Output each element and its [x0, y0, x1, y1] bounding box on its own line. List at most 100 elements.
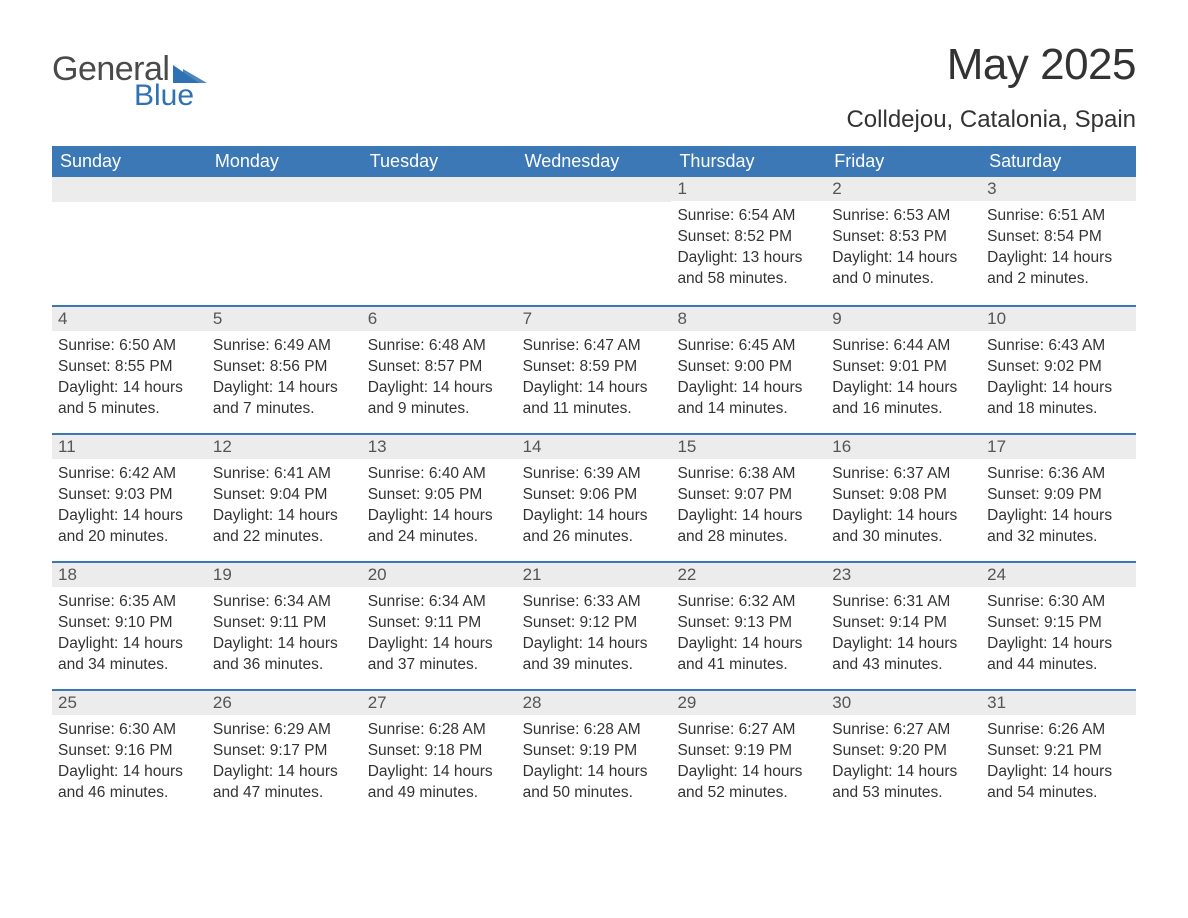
daylight-line: Daylight: 14 hours and 14 minutes.: [677, 378, 820, 420]
day-body: Sunrise: 6:32 AMSunset: 9:13 PMDaylight:…: [671, 587, 826, 682]
day-number: 8: [671, 307, 826, 331]
day-body: Sunrise: 6:36 AMSunset: 9:09 PMDaylight:…: [981, 459, 1136, 554]
day-number: 13: [362, 435, 517, 459]
day-body: Sunrise: 6:43 AMSunset: 9:02 PMDaylight:…: [981, 331, 1136, 426]
sunrise-line: Sunrise: 6:31 AM: [832, 592, 975, 613]
day-number: 31: [981, 691, 1136, 715]
day-cell: 21Sunrise: 6:33 AMSunset: 9:12 PMDayligh…: [517, 563, 672, 689]
day-number: 2: [826, 177, 981, 201]
day-body: Sunrise: 6:54 AMSunset: 8:52 PMDaylight:…: [671, 201, 826, 296]
sunset-line: Sunset: 9:13 PM: [677, 613, 820, 634]
sunrise-line: Sunrise: 6:29 AM: [213, 720, 356, 741]
day-number: 7: [517, 307, 672, 331]
calendar: SundayMondayTuesdayWednesdayThursdayFrid…: [52, 146, 1136, 817]
day-number: 28: [517, 691, 672, 715]
daylight-line: Daylight: 14 hours and 54 minutes.: [987, 762, 1130, 804]
sunset-line: Sunset: 8:53 PM: [832, 227, 975, 248]
day-body: Sunrise: 6:29 AMSunset: 9:17 PMDaylight:…: [207, 715, 362, 810]
day-cell: [207, 177, 362, 305]
day-number: 9: [826, 307, 981, 331]
day-cell: 29Sunrise: 6:27 AMSunset: 9:19 PMDayligh…: [671, 691, 826, 817]
day-cell: 9Sunrise: 6:44 AMSunset: 9:01 PMDaylight…: [826, 307, 981, 433]
day-cell: 30Sunrise: 6:27 AMSunset: 9:20 PMDayligh…: [826, 691, 981, 817]
day-cell: 2 Sunrise: 6:53 AMSunset: 8:53 PMDaylight…: [826, 177, 981, 305]
daylight-line: Daylight: 14 hours and 32 minutes.: [987, 506, 1130, 548]
daylight-line: Daylight: 14 hours and 50 minutes.: [523, 762, 666, 804]
sunset-line: Sunset: 9:07 PM: [677, 485, 820, 506]
daylight-line: Daylight: 14 hours and 43 minutes.: [832, 634, 975, 676]
sunset-line: Sunset: 8:54 PM: [987, 227, 1130, 248]
empty-day-header: [207, 177, 362, 202]
day-body: Sunrise: 6:39 AMSunset: 9:06 PMDaylight:…: [517, 459, 672, 554]
week-row: 11Sunrise: 6:42 AMSunset: 9:03 PMDayligh…: [52, 433, 1136, 561]
sunrise-line: Sunrise: 6:54 AM: [677, 206, 820, 227]
daylight-line: Daylight: 14 hours and 11 minutes.: [523, 378, 666, 420]
daylight-line: Daylight: 14 hours and 36 minutes.: [213, 634, 356, 676]
day-cell: [362, 177, 517, 305]
sunrise-line: Sunrise: 6:34 AM: [368, 592, 511, 613]
day-cell: 28Sunrise: 6:28 AMSunset: 9:19 PMDayligh…: [517, 691, 672, 817]
sunset-line: Sunset: 8:55 PM: [58, 357, 201, 378]
day-cell: 19Sunrise: 6:34 AMSunset: 9:11 PMDayligh…: [207, 563, 362, 689]
sunrise-line: Sunrise: 6:49 AM: [213, 336, 356, 357]
day-number: 14: [517, 435, 672, 459]
logo: General Blue: [52, 40, 207, 113]
sunset-line: Sunset: 9:11 PM: [213, 613, 356, 634]
day-body: Sunrise: 6:42 AMSunset: 9:03 PMDaylight:…: [52, 459, 207, 554]
day-body: Sunrise: 6:30 AMSunset: 9:16 PMDaylight:…: [52, 715, 207, 810]
sunrise-line: Sunrise: 6:47 AM: [523, 336, 666, 357]
daylight-line: Daylight: 14 hours and 0 minutes.: [832, 248, 975, 290]
daylight-line: Daylight: 14 hours and 52 minutes.: [677, 762, 820, 804]
daylight-line: Daylight: 14 hours and 46 minutes.: [58, 762, 201, 804]
sunset-line: Sunset: 9:01 PM: [832, 357, 975, 378]
day-number: 21: [517, 563, 672, 587]
day-number: 19: [207, 563, 362, 587]
day-body: Sunrise: 6:27 AMSunset: 9:19 PMDaylight:…: [671, 715, 826, 810]
day-body: Sunrise: 6:50 AMSunset: 8:55 PMDaylight:…: [52, 331, 207, 426]
day-cell: 17Sunrise: 6:36 AMSunset: 9:09 PMDayligh…: [981, 435, 1136, 561]
logo-text-blue: Blue: [134, 79, 194, 113]
daylight-line: Daylight: 14 hours and 9 minutes.: [368, 378, 511, 420]
sunset-line: Sunset: 8:52 PM: [677, 227, 820, 248]
sunset-line: Sunset: 9:05 PM: [368, 485, 511, 506]
sunrise-line: Sunrise: 6:45 AM: [677, 336, 820, 357]
day-cell: 31 Sunrise: 6:26 AMSunset: 9:21 PMDayligh…: [981, 691, 1136, 817]
week-row: 18Sunrise: 6:35 AMSunset: 9:10 PMDayligh…: [52, 561, 1136, 689]
sunrise-line: Sunrise: 6:28 AM: [368, 720, 511, 741]
day-cell: 4Sunrise: 6:50 AMSunset: 8:55 PMDaylight…: [52, 307, 207, 433]
day-body: Sunrise: 6:51 AMSunset: 8:54 PMDaylight:…: [981, 201, 1136, 296]
daylight-line: Daylight: 14 hours and 44 minutes.: [987, 634, 1130, 676]
day-number: 1: [671, 177, 826, 201]
day-number: 3: [981, 177, 1136, 201]
daylight-line: Daylight: 14 hours and 49 minutes.: [368, 762, 511, 804]
weeks-container: 1Sunrise: 6:54 AMSunset: 8:52 PMDaylight…: [52, 177, 1136, 817]
day-body: Sunrise: 6:47 AMSunset: 8:59 PMDaylight:…: [517, 331, 672, 426]
sunrise-line: Sunrise: 6:41 AM: [213, 464, 356, 485]
day-body: Sunrise: 6:28 AMSunset: 9:18 PMDaylight:…: [362, 715, 517, 810]
sunrise-line: Sunrise: 6:26 AM: [987, 720, 1130, 741]
day-cell: 27Sunrise: 6:28 AMSunset: 9:18 PMDayligh…: [362, 691, 517, 817]
sunrise-line: Sunrise: 6:43 AM: [987, 336, 1130, 357]
sunrise-line: Sunrise: 6:44 AM: [832, 336, 975, 357]
daylight-line: Daylight: 14 hours and 47 minutes.: [213, 762, 356, 804]
sunrise-line: Sunrise: 6:42 AM: [58, 464, 201, 485]
sunrise-line: Sunrise: 6:53 AM: [832, 206, 975, 227]
day-number: 25: [52, 691, 207, 715]
day-number: 30: [826, 691, 981, 715]
day-number: 15: [671, 435, 826, 459]
day-body: Sunrise: 6:41 AMSunset: 9:04 PMDaylight:…: [207, 459, 362, 554]
day-cell: 25Sunrise: 6:30 AMSunset: 9:16 PMDayligh…: [52, 691, 207, 817]
day-number: 17: [981, 435, 1136, 459]
day-number: 6: [362, 307, 517, 331]
sunrise-line: Sunrise: 6:40 AM: [368, 464, 511, 485]
day-number: 24: [981, 563, 1136, 587]
day-cell: 20Sunrise: 6:34 AMSunset: 9:11 PMDayligh…: [362, 563, 517, 689]
sunset-line: Sunset: 8:57 PM: [368, 357, 511, 378]
sunset-line: Sunset: 9:03 PM: [58, 485, 201, 506]
sunrise-line: Sunrise: 6:37 AM: [832, 464, 975, 485]
sunset-line: Sunset: 9:21 PM: [987, 741, 1130, 762]
day-cell: 1Sunrise: 6:54 AMSunset: 8:52 PMDaylight…: [671, 177, 826, 305]
sunrise-line: Sunrise: 6:39 AM: [523, 464, 666, 485]
daylight-line: Daylight: 14 hours and 5 minutes.: [58, 378, 201, 420]
day-cell: [517, 177, 672, 305]
